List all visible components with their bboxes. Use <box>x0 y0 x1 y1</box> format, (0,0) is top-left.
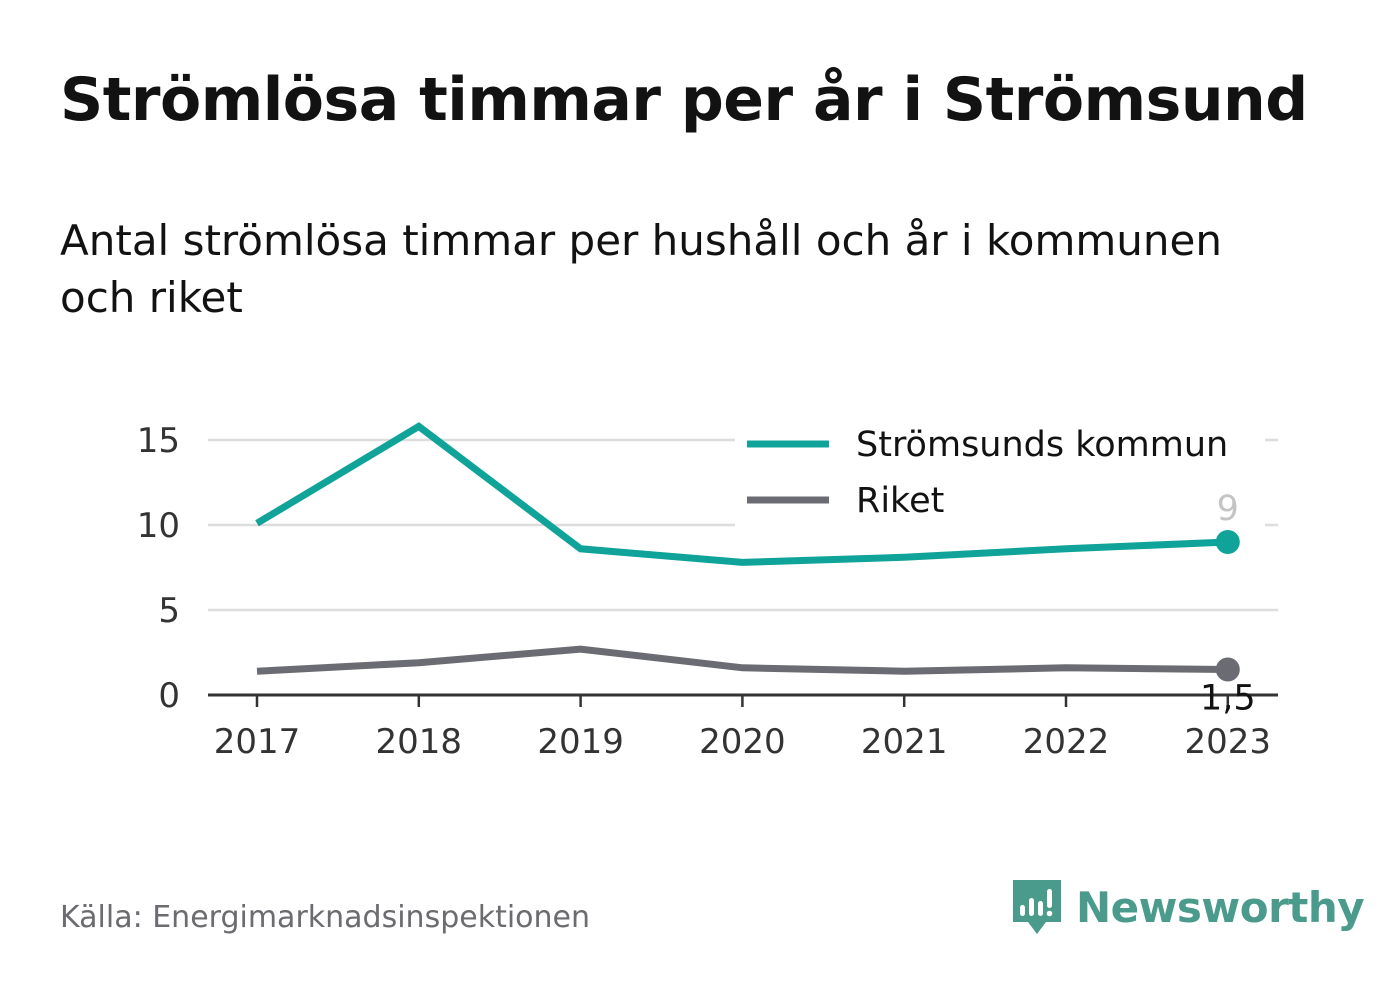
x-tick-label: 2021 <box>861 722 948 762</box>
bar-chart-speech-bubble-icon <box>1013 880 1061 934</box>
end-point-kommun <box>1215 530 1240 554</box>
x-tick-label: 2019 <box>537 722 624 762</box>
y-tick-label: 10 <box>137 506 180 546</box>
legend-label-riket: Riket <box>856 481 944 521</box>
chart-subtitle: Antal strömlösa timmar per hushåll och å… <box>60 216 1222 323</box>
series-line-riket <box>256 645 1228 675</box>
end-value-label-riket: 1,5 <box>1200 679 1256 719</box>
newsworthy-logo[interactable]: Newsworthy <box>1010 876 1365 938</box>
x-tick-label: 2020 <box>699 722 786 762</box>
x-tick-label: 2023 <box>1185 722 1272 762</box>
y-tick-label: 15 <box>137 421 180 461</box>
end-point-riket <box>1215 657 1240 682</box>
x-tick-label: 2022 <box>1023 722 1110 762</box>
x-tick-label: 2017 <box>214 722 301 762</box>
series-line-kommun <box>255 422 1228 566</box>
legend-background <box>735 418 1265 530</box>
chart-title: Strömlösa timmar per år i Strömsund <box>60 65 1308 135</box>
end-value-label-kommun: 9 <box>1217 489 1239 529</box>
y-tick-label: 0 <box>158 676 180 716</box>
legend-label-kommun: Strömsunds kommun <box>856 425 1228 465</box>
x-tick-label: 2018 <box>376 722 463 762</box>
y-tick-label: 5 <box>158 591 180 631</box>
brand-name: Newsworthy <box>1076 882 1365 932</box>
source-note: Källa: Energimarknadsinspektionen <box>60 900 591 935</box>
